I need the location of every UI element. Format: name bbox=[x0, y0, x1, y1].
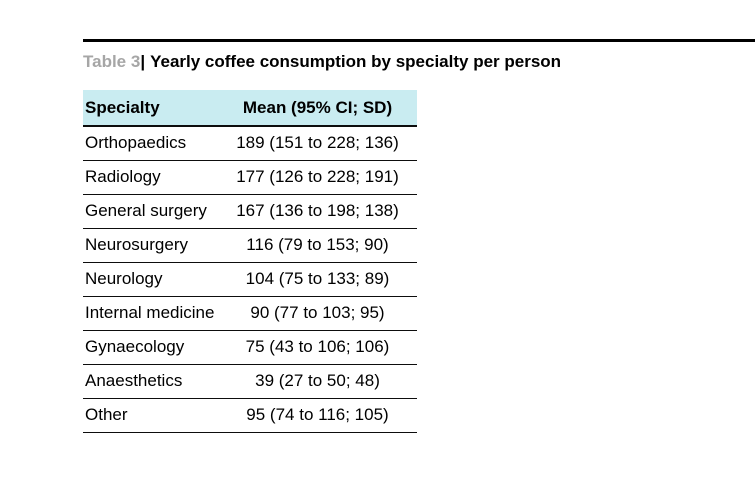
cell-specialty: Neurosurgery bbox=[83, 228, 218, 263]
table-number-label: Table 3 bbox=[83, 52, 141, 71]
table-row: Radiology 177 (126 to 228; 191) bbox=[83, 160, 417, 195]
cell-mean-ci-sd: 116 (79 to 153; 90) bbox=[218, 228, 417, 263]
cell-mean-ci-sd: 75 (43 to 106; 106) bbox=[218, 330, 417, 365]
table-top-rule bbox=[83, 39, 755, 42]
cell-specialty: General surgery bbox=[83, 194, 218, 229]
table-row: Orthopaedics 189 (151 to 228; 136) bbox=[83, 126, 417, 161]
cell-specialty: Other bbox=[83, 398, 218, 433]
table-caption: Table 3| Yearly coffee consumption by spe… bbox=[83, 51, 561, 72]
table-row: Internal medicine 90 (77 to 103; 95) bbox=[83, 296, 417, 331]
cell-mean-ci-sd: 104 (75 to 133; 89) bbox=[218, 262, 417, 297]
table-header-row: Specialty Mean (95% CI; SD) bbox=[83, 90, 417, 127]
table-row: Anaesthetics 39 (27 to 50; 48) bbox=[83, 364, 417, 399]
cell-specialty: Neurology bbox=[83, 262, 218, 297]
table-row: Neurosurgery 116 (79 to 153; 90) bbox=[83, 228, 417, 263]
table-row: General surgery 167 (136 to 198; 138) bbox=[83, 194, 417, 229]
table-title: Yearly coffee consumption by specialty p… bbox=[150, 52, 562, 71]
table-header: Specialty Mean (95% CI; SD) bbox=[83, 90, 417, 127]
cell-specialty: Radiology bbox=[83, 160, 218, 195]
caption-divider: | bbox=[140, 52, 146, 71]
cell-mean-ci-sd: 39 (27 to 50; 48) bbox=[218, 364, 417, 399]
cell-specialty: Gynaecology bbox=[83, 330, 218, 365]
cell-mean-ci-sd: 189 (151 to 228; 136) bbox=[218, 126, 417, 161]
coffee-consumption-table: Specialty Mean (95% CI; SD) Orthopaedics… bbox=[83, 90, 417, 433]
table-row: Gynaecology 75 (43 to 106; 106) bbox=[83, 330, 417, 365]
cell-mean-ci-sd: 95 (74 to 116; 105) bbox=[218, 398, 417, 433]
column-header-specialty: Specialty bbox=[83, 90, 218, 127]
table-row: Other 95 (74 to 116; 105) bbox=[83, 398, 417, 433]
table-row: Neurology 104 (75 to 133; 89) bbox=[83, 262, 417, 297]
column-header-mean: Mean (95% CI; SD) bbox=[218, 90, 417, 127]
cell-mean-ci-sd: 167 (136 to 198; 138) bbox=[218, 194, 417, 229]
cell-specialty: Anaesthetics bbox=[83, 364, 218, 399]
cell-mean-ci-sd: 177 (126 to 228; 191) bbox=[218, 160, 417, 195]
cell-specialty: Internal medicine bbox=[83, 296, 218, 331]
cell-mean-ci-sd: 90 (77 to 103; 95) bbox=[218, 296, 417, 331]
table-body: Orthopaedics 189 (151 to 228; 136) Radiolo… bbox=[83, 126, 417, 433]
cell-specialty: Orthopaedics bbox=[83, 126, 218, 161]
